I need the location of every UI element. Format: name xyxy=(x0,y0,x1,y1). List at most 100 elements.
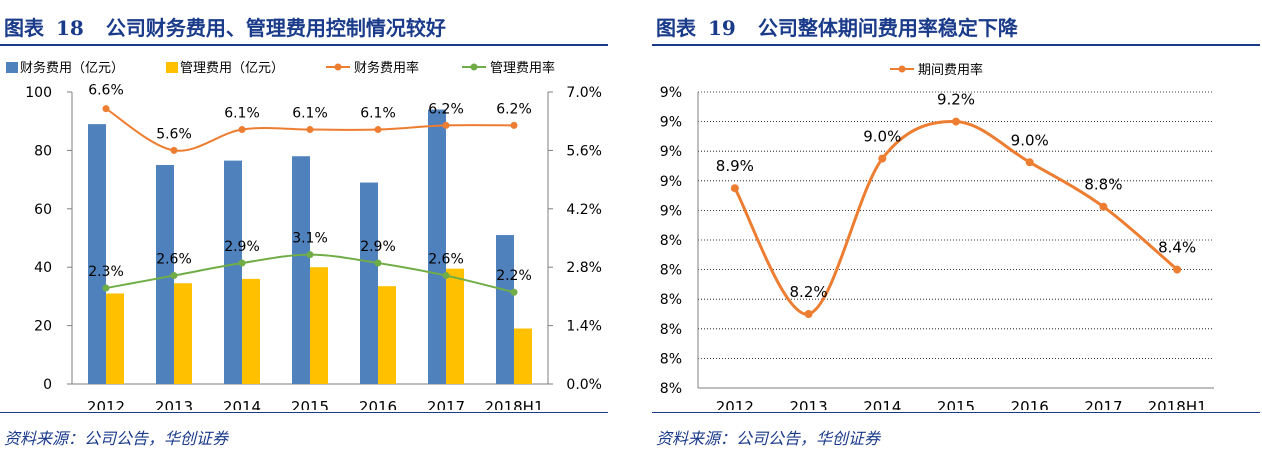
finance-rate-point xyxy=(442,121,450,129)
x-tick-label: 2016 xyxy=(1011,398,1049,410)
x-tick-label: 2014 xyxy=(223,398,261,410)
finance-expense-bar xyxy=(496,235,514,384)
figure-19-label: 图表 xyxy=(656,16,696,40)
y-tick-label: 8% xyxy=(660,263,682,279)
admin-expense-bar xyxy=(106,293,124,384)
period-rate-point xyxy=(804,310,813,318)
figure-18-top-rule xyxy=(0,44,608,46)
finance-rate-point xyxy=(102,105,110,113)
admin-rate-point xyxy=(102,284,110,292)
left-y-tick-label: 80 xyxy=(34,143,52,159)
admin-rate-point xyxy=(170,272,178,280)
period-rate-data-label: 8.2% xyxy=(790,283,828,301)
legend-label: 期间费用率 xyxy=(918,62,983,78)
legend-label-1: 管理费用（亿元） xyxy=(180,61,284,76)
figure-18-label: 图表 xyxy=(4,16,44,40)
x-tick-label: 2018H1 xyxy=(1148,398,1207,410)
y-tick-label: 8% xyxy=(660,322,682,338)
period-rate-data-label: 9.0% xyxy=(1011,131,1049,149)
right-y-tick-label: 7.0% xyxy=(566,85,602,101)
figure-19-legend: 期间费用率 xyxy=(890,62,983,78)
y-tick-label: 9% xyxy=(660,85,682,101)
figure-18-title: 图表 18 公司财务费用、管理费用控制情况较好 xyxy=(4,12,446,41)
right-y-tick-label: 1.4% xyxy=(566,319,602,335)
admin-rate-data-label: 2.6% xyxy=(428,252,464,268)
y-tick-label: 8% xyxy=(660,233,682,249)
admin-rate-data-label: 3.1% xyxy=(292,231,328,247)
x-tick-label: 2018H1 xyxy=(485,398,544,410)
admin-expense-bar xyxy=(378,286,396,384)
period-rate-data-label: 8.9% xyxy=(716,157,754,175)
x-tick-label: 2013 xyxy=(789,398,827,410)
figure-19-source: 资料来源：公司公告，华创证券 xyxy=(656,429,881,448)
finance-expense-bar xyxy=(428,109,446,384)
x-tick-label: 2012 xyxy=(716,398,754,410)
figure-19-chart: 期间费用率 8% 8% 8% 8% 8% 8% 9% 9% 9% 9% 9% 2012 2013 2014 2… xyxy=(660,62,1214,410)
period-rate-data-label: 9.0% xyxy=(863,128,901,146)
figure-19-panel: 图表 19 公司整体期间费用率稳定下降 期间费用率 8% 8% 8% 8% 8% 8% 9% 9% 9… xyxy=(652,0,1262,457)
admin-rate-point xyxy=(306,251,314,259)
figure-18-panel: 图表 18 公司财务费用、管理费用控制情况较好 财务费用（亿元） 管理费用（亿元） 财务… xyxy=(0,0,610,457)
legend-swatch-1 xyxy=(166,62,178,73)
figure-19-title-text: 公司整体期间费用率稳定下降 xyxy=(757,16,1018,40)
figure-18-legend: 财务费用（亿元） 管理费用（亿元） 财务费用率 管理费用率 xyxy=(6,60,555,76)
left-y-tick-label: 100 xyxy=(25,85,52,101)
x-tick-label: 2014 xyxy=(863,398,901,410)
right-y-tick-label: 0.0% xyxy=(566,377,602,393)
admin-rate-point xyxy=(238,259,246,267)
y-tick-label: 8% xyxy=(660,351,682,367)
figure-19-number: 19 xyxy=(708,16,736,40)
legend-label-3: 管理费用率 xyxy=(490,60,555,76)
period-rate-point xyxy=(1173,265,1182,274)
finance-expense-bar xyxy=(88,124,106,385)
finance-rate-point xyxy=(170,146,178,154)
finance-expense-bar xyxy=(156,165,174,384)
y-tick-label: 9% xyxy=(660,144,682,160)
left-y-tick-label: 40 xyxy=(34,260,52,276)
admin-expense-bar xyxy=(446,268,464,384)
period-rate-point xyxy=(952,117,960,126)
x-tick-label: 2015 xyxy=(291,398,329,410)
figure-19-bottom-rule xyxy=(652,412,1260,413)
finance-rate-data-label: 6.1% xyxy=(360,106,396,122)
x-tick-label: 2015 xyxy=(937,398,975,410)
figure-18-title-text: 公司财务费用、管理费用控制情况较好 xyxy=(105,16,446,40)
finance-rate-point xyxy=(238,126,246,134)
left-y-tick-label: 60 xyxy=(34,202,52,218)
figure-18-source: 资料来源：公司公告，华创证券 xyxy=(4,429,229,448)
admin-rate-data-label: 2.9% xyxy=(360,239,396,255)
x-tick-label: 2017 xyxy=(427,398,465,410)
period-rate-data-label: 9.2% xyxy=(937,91,975,109)
left-y-tick-label: 20 xyxy=(34,319,52,335)
finance-expense-bar xyxy=(360,182,378,384)
x-tick-label: 2016 xyxy=(359,398,397,410)
finance-expense-bar xyxy=(292,156,310,384)
y-tick-label: 9% xyxy=(660,174,682,190)
admin-rate-data-label: 2.6% xyxy=(156,252,192,268)
x-tick-label: 2012 xyxy=(87,398,125,410)
finance-rate-point xyxy=(510,121,518,129)
finance-rate-data-label: 6.6% xyxy=(88,83,124,99)
x-tick-label: 2017 xyxy=(1084,398,1122,410)
finance-rate-point xyxy=(306,126,314,134)
admin-expense-bar xyxy=(242,278,260,384)
figure-18-number: 18 xyxy=(56,16,84,40)
period-rate-data-label: 8.8% xyxy=(1084,176,1122,194)
legend-label-0: 财务费用（亿元） xyxy=(20,60,124,76)
admin-expense-bar xyxy=(174,283,192,384)
finance-rate-data-label: 6.2% xyxy=(496,101,532,117)
admin-expense-bar xyxy=(514,328,532,384)
right-y-tick-label: 5.6% xyxy=(566,143,602,159)
period-rate-point xyxy=(1025,158,1034,167)
figure-19-title: 图表 19 公司整体期间费用率稳定下降 xyxy=(656,12,1018,41)
finance-rate-data-label: 6.2% xyxy=(428,101,464,117)
y-tick-label: 9% xyxy=(660,115,682,131)
x-tick-label: 2013 xyxy=(155,398,193,410)
finance-rate-data-label: 5.6% xyxy=(156,126,192,142)
legend-marker xyxy=(898,65,906,73)
figure-19-top-rule xyxy=(652,44,1260,46)
legend-marker-2 xyxy=(334,63,342,71)
legend-label-2: 财务费用率 xyxy=(354,60,419,76)
legend-marker-3 xyxy=(470,63,478,71)
admin-rate-data-label: 2.9% xyxy=(224,239,260,255)
